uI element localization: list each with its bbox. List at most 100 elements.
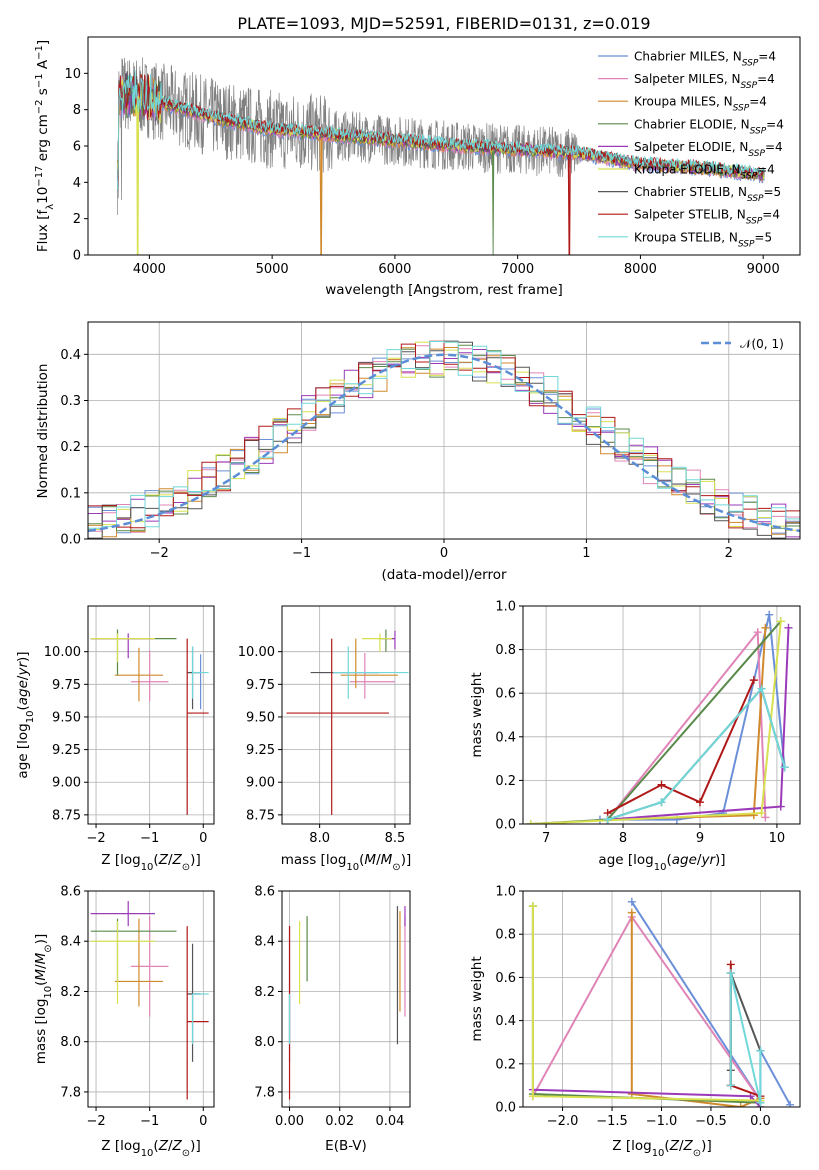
- x-axis-label: Z [log10(Z/Z⊙)]: [101, 1138, 200, 1159]
- label-part: Z [: [612, 1138, 631, 1154]
- weight-line: [729, 972, 762, 1103]
- y-tick-label: 0: [73, 249, 81, 264]
- label-part: Z [: [101, 1138, 120, 1154]
- y-tick-label: 1.0: [495, 885, 516, 900]
- histogram-series: [88, 341, 800, 529]
- label-part: Z: [158, 1138, 169, 1154]
- legend-label: Kroupa STELIB, N: [634, 230, 738, 244]
- weight-marker: [736, 1103, 745, 1107]
- label-part: age: [15, 680, 31, 705]
- label-part: 10: [43, 986, 54, 999]
- label-part: Z: [172, 1138, 183, 1154]
- y-tick-label: 0.4: [60, 348, 81, 363]
- y-tick-label: 6: [73, 140, 81, 155]
- y-tick-label: 0.8: [495, 928, 516, 943]
- label-part: age [: [598, 852, 633, 868]
- weight-marker: [726, 969, 735, 978]
- legend-entry: Salpeter STELIB, NSSP=4: [634, 208, 780, 227]
- y-tick-label: 0.8: [495, 643, 516, 658]
- weight-line: [531, 906, 761, 1102]
- y-tick-label: 0.1: [60, 486, 81, 501]
- panel-spectrum: 4000 5000 6000 7000 8000 9000 0 2 4 6 8 10 wavelengt…: [34, 36, 801, 298]
- y-axis-label: Normed distribution: [35, 364, 51, 499]
- label-part: ): [15, 657, 31, 662]
- weight-line: [531, 906, 761, 1104]
- x-tick-label: −2.0: [547, 1114, 579, 1129]
- model-spectrum: [117, 70, 765, 190]
- label-part: ⊙: [182, 1148, 190, 1159]
- label-part: M: [364, 852, 376, 868]
- x-tick-label: −1.5: [596, 1114, 628, 1129]
- legend-sub: SSP: [750, 126, 767, 136]
- label-part: (: [153, 852, 158, 868]
- label-part: s: [35, 88, 51, 99]
- label-part: M: [33, 969, 49, 981]
- label-part: ]: [706, 1138, 711, 1154]
- panel-age-vs-mass: 8.0 8.5 8.75 9.00 9.25 9.50 9.75 10.00 mass [log…: [238, 605, 411, 873]
- legend-label: Salpeter STELIB, N: [634, 208, 746, 222]
- x-tick-label: 8000: [624, 262, 657, 277]
- label-part: ]: [195, 1138, 200, 1154]
- x-tick-label: 2: [725, 546, 733, 561]
- label-part: Z: [669, 1138, 680, 1154]
- legend-count: =4: [762, 208, 780, 222]
- x-tick-label: 6000: [378, 262, 411, 277]
- y-tick-label: 8.2: [60, 985, 81, 1000]
- legend-sub: SSP: [741, 81, 758, 91]
- label-part: log: [326, 852, 347, 868]
- label-part: ): [701, 1138, 706, 1154]
- y-tick-label: 9.25: [52, 743, 81, 758]
- label-part: 10: [25, 711, 36, 724]
- x-tick-label: −1: [140, 1114, 159, 1129]
- y-axis-label: Flux [fλ10−17 erg cm−2 s−1 A−1]: [34, 40, 56, 252]
- weight-marker: [765, 610, 774, 619]
- legend-count: =4: [765, 140, 783, 154]
- label-part: 10: [141, 1148, 154, 1159]
- y-tick-label: 9.75: [246, 678, 275, 693]
- label-part: Z: [158, 852, 169, 868]
- label-part: λ: [45, 204, 56, 210]
- y-tick-label: 0.3: [60, 394, 81, 409]
- x-tick-label: 5000: [256, 262, 289, 277]
- legend-label: Chabrier MILES, N: [634, 50, 742, 64]
- y-tick-label: 0.2: [495, 1057, 516, 1072]
- y-tick-label: 8.0: [60, 1035, 81, 1050]
- weight-line: [532, 915, 762, 1102]
- x-tick-label: 0.00: [275, 1114, 304, 1129]
- grid: [282, 890, 410, 1107]
- plot-area: [88, 340, 800, 539]
- axes-frame: [87, 36, 801, 256]
- label-part: Flux [f: [35, 209, 51, 253]
- x-tick-label: −1.0: [646, 1114, 678, 1129]
- weight-marker: [761, 813, 770, 822]
- grid: [88, 606, 214, 824]
- weight-marker: [786, 1100, 795, 1107]
- label-part: ]: [406, 852, 411, 868]
- legend-sub: SSP: [747, 194, 764, 204]
- x-tick-label: 0: [199, 1114, 207, 1129]
- label-part: ]: [195, 852, 200, 868]
- legend-sub: SSP: [733, 104, 750, 114]
- legend-count: =5: [764, 185, 782, 199]
- legend-entry: Chabrier ELODIE, NSSP=4: [634, 117, 784, 136]
- label-part: ): [190, 1138, 195, 1154]
- weight-marker: [749, 676, 758, 685]
- weight-marker: [627, 897, 636, 906]
- legend-entry: Kroupa STELIB, NSSP=5: [634, 230, 772, 249]
- legend-normal-label: 𝒩(0, 1): [740, 337, 784, 351]
- label-part: erg cm: [35, 114, 51, 165]
- y-tick-label: 0.0: [495, 818, 516, 833]
- label-part: Z: [172, 852, 183, 868]
- x-tick-label: 0: [199, 831, 207, 846]
- label-part: ⊙: [392, 862, 400, 873]
- y-tick-label: 10: [64, 67, 81, 82]
- label-part: −2: [34, 99, 45, 114]
- panel-residuals: −2 −1 0 1 2 0.0 0.1 0.2 0.3 0.4 𝒩(0, 1) (data-model…: [35, 321, 801, 583]
- plot-area: [117, 57, 765, 255]
- y-axis-label: age [log10(age/yr)]: [15, 651, 36, 778]
- label-part: 10: [654, 862, 667, 873]
- label-part: (: [153, 1138, 158, 1154]
- weight-marker: [756, 1046, 765, 1055]
- y-axis-label: mass weight: [469, 672, 485, 757]
